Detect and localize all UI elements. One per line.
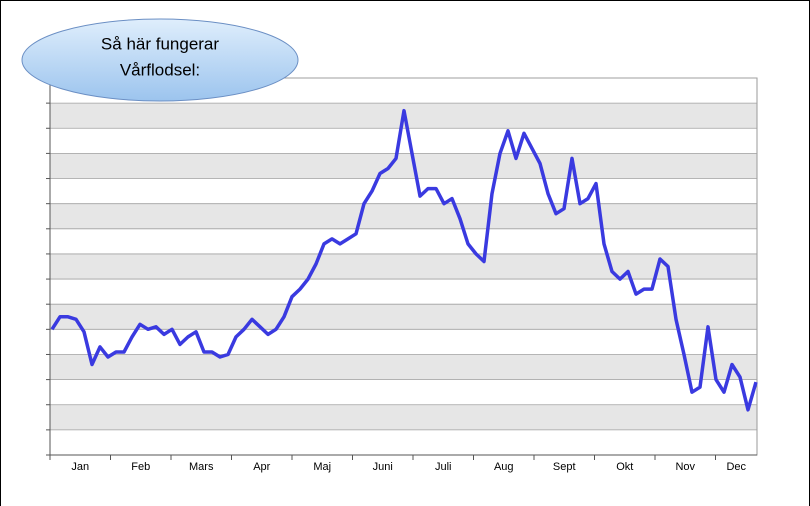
x-tick-label: Aug <box>494 461 514 473</box>
note-line: Vårflodsel: <box>120 60 200 79</box>
grid-band <box>50 354 757 380</box>
x-tick-label: Juli <box>435 461 452 473</box>
grid-band <box>50 404 757 430</box>
x-tick-label: Feb <box>131 461 150 473</box>
grid-band <box>50 304 757 330</box>
note-bubble <box>21 18 299 102</box>
grid-band <box>50 253 757 280</box>
x-tick-label: Mars <box>189 461 214 473</box>
grid-band <box>50 153 757 179</box>
x-tick-label: Sept <box>553 461 576 473</box>
x-tick-label: Okt <box>616 461 633 473</box>
x-tick-label: Apr <box>253 461 270 473</box>
x-tick-label: Jan <box>71 461 89 473</box>
grid-band <box>50 203 757 229</box>
note-line: Så här fungerar <box>101 34 219 53</box>
x-tick-label: Dec <box>726 461 746 473</box>
x-tick-label: Nov <box>675 461 695 473</box>
x-tick-label: Juni <box>373 461 393 473</box>
data-line <box>50 108 758 412</box>
x-tick-label: Maj <box>313 461 331 473</box>
